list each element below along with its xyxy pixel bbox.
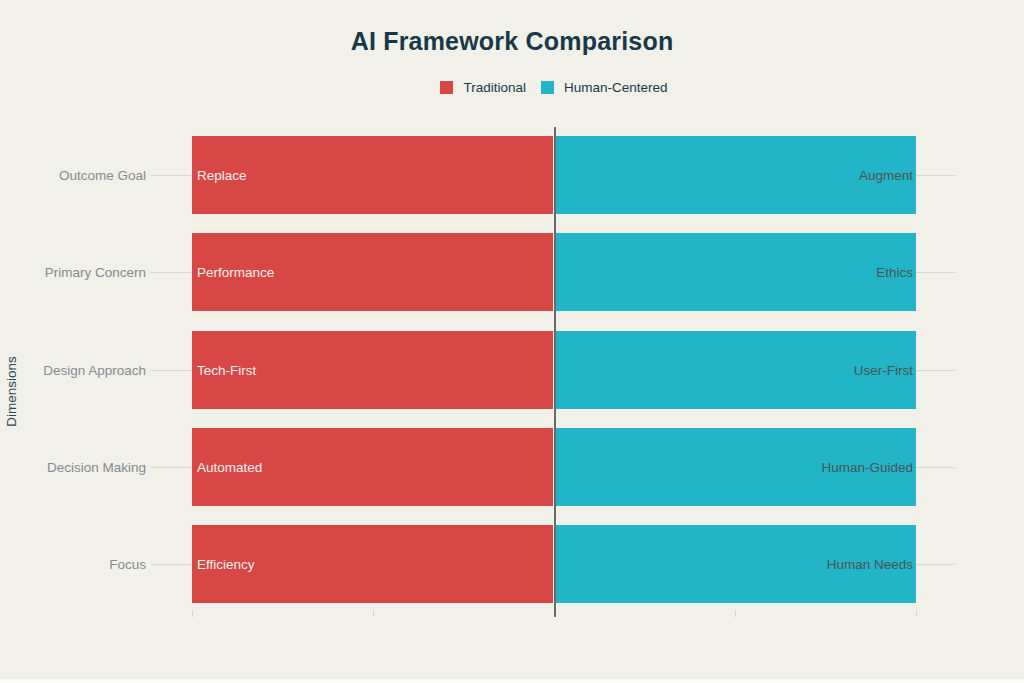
bar-value-label: Augment xyxy=(859,168,913,183)
center-axis-line xyxy=(554,127,556,617)
legend-label-traditional: Traditional xyxy=(463,80,526,95)
bar-human-centered[interactable]: Ethics xyxy=(556,233,916,311)
bar-value-label: User-First xyxy=(854,363,913,378)
bar-value-label: Human-Guided xyxy=(821,460,913,475)
left-connector-line xyxy=(151,175,192,176)
chart-row-decision-making: Decision Making Automated Human-Guided xyxy=(0,428,1024,506)
category-label: Primary Concern xyxy=(0,265,146,280)
chart-title: AI Framework Comparison xyxy=(0,27,1024,56)
bar-traditional[interactable]: Tech-First xyxy=(192,331,553,409)
x-axis-tick xyxy=(916,610,917,617)
bar-value-label: Replace xyxy=(197,168,247,183)
bar-value-label: Ethics xyxy=(876,265,913,280)
chart-row-primary-concern: Primary Concern Performance Ethics xyxy=(0,233,1024,311)
bar-human-centered[interactable]: Augment xyxy=(556,136,916,214)
right-connector-line xyxy=(916,564,955,565)
bar-traditional[interactable]: Replace xyxy=(192,136,553,214)
bar-value-label: Automated xyxy=(197,460,262,475)
legend-swatch-traditional xyxy=(440,81,453,94)
right-connector-line xyxy=(916,467,955,468)
bar-value-label: Human Needs xyxy=(827,557,913,572)
legend-swatch-human-centered xyxy=(541,81,554,94)
right-connector-line xyxy=(916,370,955,371)
chart-row-design-approach: Design Approach Tech-First User-First xyxy=(0,331,1024,409)
chart-canvas: AI Framework Comparison Traditional Huma… xyxy=(0,0,1024,683)
bottom-edge-strip xyxy=(0,679,1024,683)
bar-traditional[interactable]: Performance xyxy=(192,233,553,311)
category-label: Focus xyxy=(0,557,146,572)
right-connector-line xyxy=(916,175,955,176)
bar-human-centered[interactable]: User-First xyxy=(556,331,916,409)
chart-row-outcome-goal: Outcome Goal Replace Augment xyxy=(0,136,1024,214)
bar-value-label: Performance xyxy=(197,265,274,280)
bar-value-label: Tech-First xyxy=(197,363,256,378)
left-connector-line xyxy=(151,272,192,273)
legend: Traditional Human-Centered xyxy=(192,80,916,95)
left-connector-line xyxy=(151,467,192,468)
bar-traditional[interactable]: Efficiency xyxy=(192,525,553,603)
bar-human-centered[interactable]: Human-Guided xyxy=(556,428,916,506)
left-connector-line xyxy=(151,370,192,371)
bar-value-label: Efficiency xyxy=(197,557,255,572)
chart-row-focus: Focus Efficiency Human Needs xyxy=(0,525,1024,603)
right-connector-line xyxy=(916,272,955,273)
bar-human-centered[interactable]: Human Needs xyxy=(556,525,916,603)
left-connector-line xyxy=(151,564,192,565)
legend-item-human-centered[interactable]: Human-Centered xyxy=(541,80,668,95)
x-axis-tick xyxy=(192,610,193,617)
bar-traditional[interactable]: Automated xyxy=(192,428,553,506)
x-axis-tick xyxy=(735,610,736,617)
category-label: Design Approach xyxy=(0,363,146,378)
legend-label-human-centered: Human-Centered xyxy=(564,80,668,95)
x-axis-tick xyxy=(373,610,374,617)
category-label: Decision Making xyxy=(0,460,146,475)
category-label: Outcome Goal xyxy=(0,168,146,183)
legend-item-traditional[interactable]: Traditional xyxy=(440,80,526,95)
